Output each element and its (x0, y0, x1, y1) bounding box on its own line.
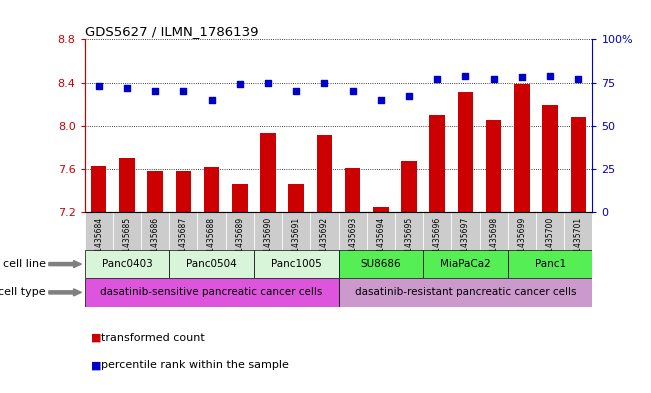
Bar (451, 212, 480, 250)
Point (263, 79, 273, 86)
Text: GSM1435697: GSM1435697 (461, 217, 470, 268)
Text: GSM1435686: GSM1435686 (150, 217, 159, 268)
Bar (254, 212, 282, 250)
Point (545, 72, 555, 79)
Point (150, 88, 160, 94)
Text: cell type: cell type (0, 287, 46, 298)
Bar (85, 250, 169, 278)
Bar (423, 250, 508, 278)
Text: Panc1: Panc1 (534, 259, 566, 269)
Text: dasatinib-sensitive pancreatic cancer cells: dasatinib-sensitive pancreatic cancer ce… (100, 287, 323, 298)
Bar (514, 84, 530, 212)
Text: GSM1435693: GSM1435693 (348, 217, 357, 268)
Text: GSM1435698: GSM1435698 (489, 217, 498, 268)
Bar (564, 212, 592, 250)
Point (348, 88, 358, 94)
Bar (288, 184, 304, 212)
Text: GSM1435689: GSM1435689 (235, 217, 244, 268)
Text: GSM1435695: GSM1435695 (404, 217, 413, 268)
Bar (147, 171, 163, 212)
Bar (254, 250, 339, 278)
Bar (91, 166, 107, 212)
Bar (486, 120, 501, 212)
Bar (169, 212, 197, 250)
Text: SU8686: SU8686 (361, 259, 401, 269)
Bar (536, 212, 564, 250)
Point (573, 76, 583, 82)
Bar (119, 158, 135, 212)
Bar (339, 250, 423, 278)
Point (432, 76, 443, 82)
Bar (401, 162, 417, 212)
Bar (458, 92, 473, 212)
Text: ■: ■ (91, 333, 102, 343)
Text: GSM1435696: GSM1435696 (433, 217, 442, 268)
Bar (226, 212, 254, 250)
Bar (423, 212, 451, 250)
Bar (542, 105, 558, 212)
Text: GSM1435700: GSM1435700 (546, 217, 555, 268)
Point (94, 83, 104, 89)
Bar (282, 212, 311, 250)
Point (460, 72, 471, 79)
Point (404, 93, 414, 99)
Bar (85, 212, 113, 250)
Text: GSM1435690: GSM1435690 (264, 217, 273, 268)
Text: ■: ■ (91, 360, 102, 371)
Bar (367, 212, 395, 250)
Bar (570, 117, 586, 212)
Bar (232, 184, 247, 212)
Point (234, 81, 245, 87)
Text: GSM1435688: GSM1435688 (207, 217, 216, 268)
Text: GSM1435691: GSM1435691 (292, 217, 301, 268)
Text: GSM1435699: GSM1435699 (518, 217, 527, 268)
Bar (169, 250, 254, 278)
Point (178, 88, 189, 94)
Point (122, 84, 132, 91)
Text: Panc0403: Panc0403 (102, 259, 152, 269)
Bar (311, 212, 339, 250)
Text: GSM1435701: GSM1435701 (574, 217, 583, 268)
Point (319, 79, 329, 86)
Bar (508, 212, 536, 250)
Text: GSM1435687: GSM1435687 (179, 217, 188, 268)
Text: Panc1005: Panc1005 (271, 259, 322, 269)
Point (517, 74, 527, 81)
Text: cell line: cell line (3, 259, 46, 269)
Text: dasatinib-resistant pancreatic cancer cells: dasatinib-resistant pancreatic cancer ce… (355, 287, 576, 298)
Bar (395, 212, 423, 250)
Bar (480, 212, 508, 250)
Point (206, 97, 217, 103)
Point (488, 76, 499, 82)
Text: GSM1435694: GSM1435694 (376, 217, 385, 268)
Text: transformed count: transformed count (101, 333, 204, 343)
Bar (339, 278, 592, 307)
Bar (430, 115, 445, 212)
Point (291, 88, 301, 94)
Bar (197, 212, 226, 250)
Bar (508, 250, 592, 278)
Bar (260, 133, 276, 212)
Text: GSM1435685: GSM1435685 (122, 217, 132, 268)
Text: percentile rank within the sample: percentile rank within the sample (101, 360, 289, 371)
Bar (176, 171, 191, 212)
Bar (339, 212, 367, 250)
Bar (113, 212, 141, 250)
Bar (141, 212, 169, 250)
Text: MiaPaCa2: MiaPaCa2 (440, 259, 491, 269)
Bar (85, 278, 339, 307)
Text: GSM1435684: GSM1435684 (94, 217, 104, 268)
Bar (373, 207, 389, 212)
Bar (204, 167, 219, 212)
Text: Panc0504: Panc0504 (186, 259, 237, 269)
Text: GSM1435692: GSM1435692 (320, 217, 329, 268)
Bar (316, 136, 332, 212)
Bar (345, 168, 361, 212)
Text: GDS5627 / ILMN_1786139: GDS5627 / ILMN_1786139 (85, 25, 258, 38)
Point (376, 97, 386, 103)
